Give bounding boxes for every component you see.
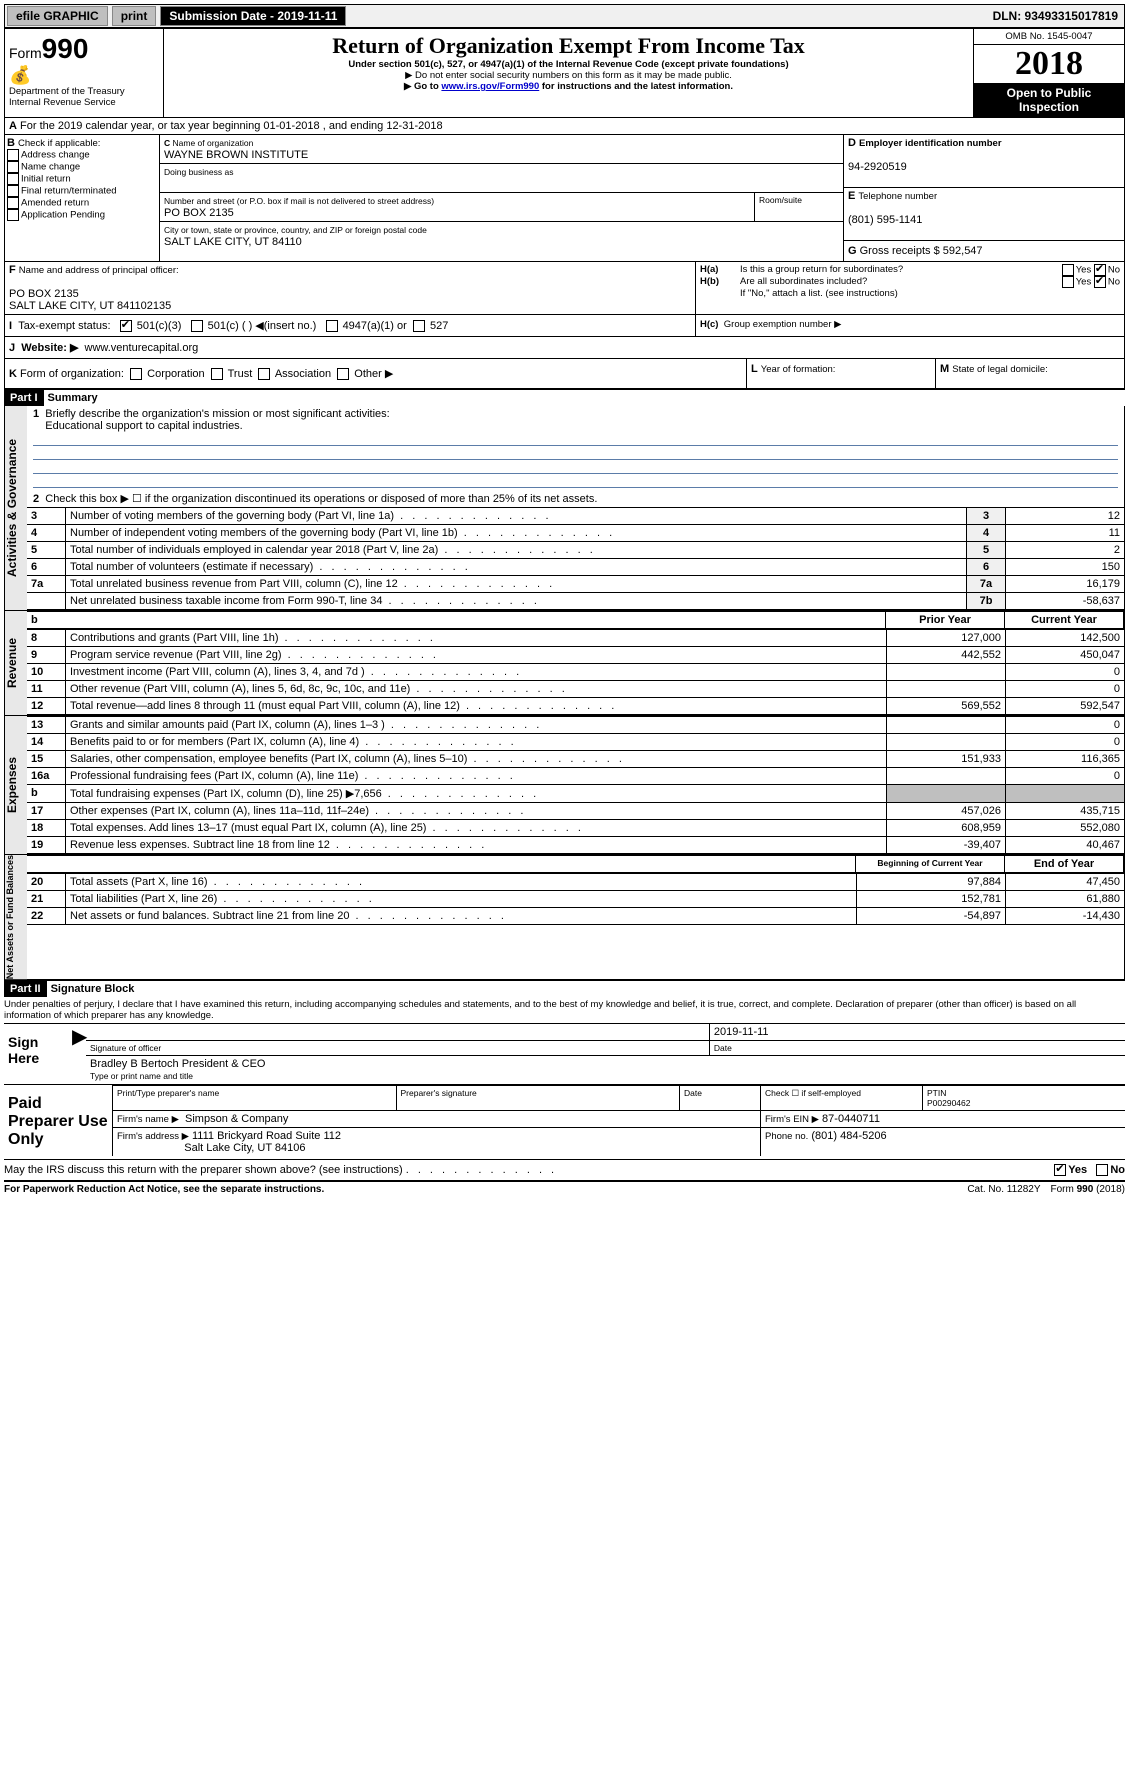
form-title: Return of Organization Exempt From Incom… [168, 33, 969, 59]
section-deg: D Employer identification number 94-2920… [843, 135, 1124, 261]
table-row: 3 Number of voting members of the govern… [27, 508, 1124, 525]
irs-label: Internal Revenue Service [9, 97, 159, 108]
table-row: 16a Professional fundraising fees (Part … [27, 768, 1124, 785]
form-subtitle: Under section 501(c), 527, or 4947(a)(1)… [168, 59, 969, 70]
ein: 94-2920519 [848, 161, 907, 173]
gross-receipts: 592,547 [943, 245, 983, 257]
side-label-revenue: Revenue [5, 611, 27, 715]
footer: For Paperwork Reduction Act Notice, see … [4, 1181, 1125, 1195]
print-button[interactable]: print [112, 6, 157, 26]
side-label-activities: Activities & Governance [5, 406, 27, 610]
form-number: Form990 [9, 33, 159, 65]
org-address: PO BOX 2135 [164, 207, 234, 219]
discuss-row: May the IRS discuss this return with the… [4, 1160, 1125, 1181]
paid-preparer-block: Paid Preparer Use Only Print/Type prepar… [4, 1085, 1125, 1160]
table-row: 14 Benefits paid to or for members (Part… [27, 734, 1124, 751]
table-row: 6 Total number of volunteers (estimate i… [27, 559, 1124, 576]
open-inspection: Open to Public Inspection [974, 83, 1124, 117]
section-i: I Tax-exempt status: 501(c)(3) 501(c) ( … [4, 315, 1125, 337]
tax-year: 2018 [974, 45, 1124, 83]
identity-block: B Check if applicable: Address change Na… [4, 135, 1125, 262]
table-row: 9 Program service revenue (Part VIII, li… [27, 647, 1124, 664]
table-row: b Total fundraising expenses (Part IX, c… [27, 785, 1124, 803]
org-city: SALT LAKE CITY, UT 84110 [164, 236, 302, 248]
perjury-declaration: Under penalties of perjury, I declare th… [4, 997, 1125, 1023]
section-j: J Website: ▶ www.venturecapital.org [4, 337, 1125, 359]
table-row: 11 Other revenue (Part VIII, column (A),… [27, 681, 1124, 698]
part1-netassets: Net Assets or Fund Balances Beginning of… [4, 855, 1125, 980]
side-label-expenses: Expenses [5, 716, 27, 854]
treasury-label: Department of the Treasury [9, 86, 159, 97]
section-b: B Check if applicable: Address change Na… [5, 135, 160, 261]
summary-top-table: 3 Number of voting members of the govern… [27, 507, 1124, 610]
table-row: Net unrelated business taxable income fr… [27, 593, 1124, 610]
part1-expenses: Expenses 13 Grants and similar amounts p… [4, 716, 1125, 855]
table-row: 5 Total number of individuals employed i… [27, 542, 1124, 559]
table-row: 18 Total expenses. Add lines 13–17 (must… [27, 820, 1124, 837]
irs-link[interactable]: www.irs.gov/Form990 [441, 81, 539, 92]
section-c: C Name of organization WAYNE BROWN INSTI… [160, 135, 843, 261]
section-fh: F Name and address of principal officer:… [4, 262, 1125, 315]
header-block: Form990 💰 Department of the Treasury Int… [4, 28, 1125, 118]
table-row: 8 Contributions and grants (Part VIII, l… [27, 630, 1124, 647]
org-name: WAYNE BROWN INSTITUTE [164, 149, 308, 161]
officer-name: Bradley B Bertoch President & CEO [90, 1058, 265, 1070]
table-row: 12 Total revenue—add lines 8 through 11 … [27, 698, 1124, 715]
form-note1: ▶ Do not enter social security numbers o… [168, 70, 969, 81]
side-label-netassets: Net Assets or Fund Balances [5, 855, 27, 979]
table-row: 7a Total unrelated business revenue from… [27, 576, 1124, 593]
top-toolbar: efile GRAPHIC print Submission Date - 20… [4, 4, 1125, 28]
table-row: 22 Net assets or fund balances. Subtract… [27, 908, 1124, 925]
line-a: A For the 2019 calendar year, or tax yea… [4, 118, 1125, 135]
bcyeoy-header: Beginning of Current Year End of Year [27, 855, 1124, 873]
sign-here-block: Sign Here ▶ 2019-11-11 Signature of offi… [4, 1023, 1125, 1085]
section-klm: K Form of organization: Corporation Trus… [4, 359, 1125, 389]
part1-revenue: Revenue b Prior Year Current Year 8 Cont… [4, 611, 1125, 716]
expenses-table: 13 Grants and similar amounts paid (Part… [27, 716, 1124, 854]
part2-header: Part II Signature Block [4, 980, 1125, 997]
efile-button[interactable]: efile GRAPHIC [7, 6, 108, 26]
table-row: 21 Total liabilities (Part X, line 26) 1… [27, 891, 1124, 908]
omb-number: OMB No. 1545-0047 [974, 29, 1124, 45]
netassets-table: 20 Total assets (Part X, line 16) 97,884… [27, 873, 1124, 925]
table-row: 13 Grants and similar amounts paid (Part… [27, 717, 1124, 734]
table-row: 17 Other expenses (Part IX, column (A), … [27, 803, 1124, 820]
phone: (801) 595-1141 [848, 214, 922, 226]
firm-name: Simpson & Company [185, 1113, 288, 1125]
website: www.venturecapital.org [85, 342, 199, 354]
form-note2: ▶ Go to www.irs.gov/Form990 for instruct… [168, 81, 969, 92]
part1-header: Part I Summary [4, 389, 1125, 406]
part1-body: Activities & Governance 1 Briefly descri… [4, 406, 1125, 611]
pycy-header: b Prior Year Current Year [27, 611, 1124, 629]
dln-label: DLN: 93493315017819 [993, 9, 1124, 23]
mission-text: Educational support to capital industrie… [45, 420, 243, 432]
table-row: 15 Salaries, other compensation, employe… [27, 751, 1124, 768]
revenue-table: 8 Contributions and grants (Part VIII, l… [27, 629, 1124, 715]
table-row: 4 Number of independent voting members o… [27, 525, 1124, 542]
table-row: 20 Total assets (Part X, line 16) 97,884… [27, 874, 1124, 891]
submission-date-label: Submission Date - 2019-11-11 [160, 6, 346, 26]
table-row: 19 Revenue less expenses. Subtract line … [27, 837, 1124, 854]
table-row: 10 Investment income (Part VIII, column … [27, 664, 1124, 681]
